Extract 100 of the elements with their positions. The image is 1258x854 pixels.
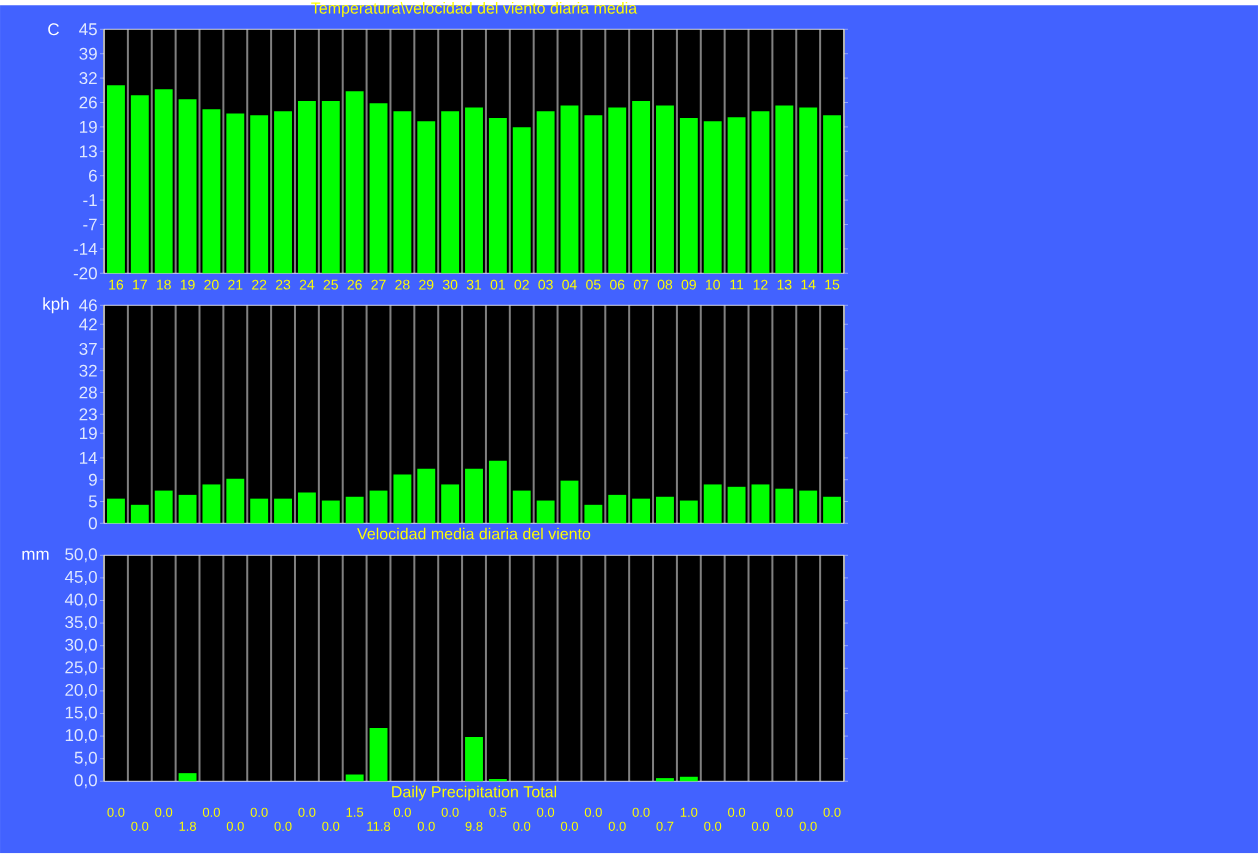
bar	[297, 101, 316, 274]
y-tick-label: 19	[79, 427, 97, 440]
y-tick-label: 9	[88, 474, 97, 487]
bar	[679, 118, 698, 274]
bar	[345, 497, 364, 524]
bar	[584, 505, 603, 524]
bar	[656, 105, 674, 274]
bar	[560, 480, 579, 524]
y-tick-label: 23	[79, 408, 97, 421]
bar	[632, 101, 651, 274]
y-tick-label: 35,0	[65, 616, 97, 631]
y-tick-label: 45,0	[64, 571, 97, 586]
bar	[250, 499, 269, 524]
bar	[107, 85, 125, 274]
y-tick-label: 50,0	[65, 548, 97, 563]
bar	[632, 499, 651, 524]
bar	[274, 499, 292, 524]
bar	[417, 469, 436, 524]
bar	[154, 89, 173, 274]
bar	[417, 121, 436, 274]
bar	[226, 479, 245, 524]
bar	[799, 490, 818, 524]
bar	[250, 115, 269, 274]
bar	[608, 107, 627, 274]
bar	[608, 495, 627, 524]
bar	[178, 99, 197, 274]
y-axis-title: C	[48, 23, 59, 36]
y-tick-label: -7	[83, 218, 97, 231]
bar	[584, 115, 603, 274]
bar	[202, 484, 221, 524]
bar	[512, 127, 531, 274]
y-tick-label: 5	[88, 495, 97, 508]
bar	[775, 489, 794, 524]
y-tick-label: 39	[79, 48, 97, 61]
bar	[512, 490, 531, 524]
bar	[321, 500, 340, 524]
bar	[823, 497, 842, 524]
y-axis-title: mm	[22, 551, 49, 561]
bar	[369, 490, 388, 524]
y-tick-label: 15,0	[65, 706, 97, 721]
bar	[178, 773, 197, 782]
bar	[488, 118, 507, 274]
y-tick-label: 42	[79, 318, 97, 331]
bar	[393, 111, 412, 274]
bar	[465, 737, 483, 782]
y-tick-label: -1	[83, 194, 97, 207]
y-tick-label: -14	[73, 243, 98, 256]
y-tick-label: 10,0	[65, 729, 97, 744]
bar	[441, 484, 460, 524]
bar	[799, 107, 818, 274]
y-tick-label: 26	[79, 96, 97, 109]
bar	[274, 111, 292, 274]
y-tick-label: 0,0	[74, 774, 97, 789]
y-tick-label: 32	[79, 72, 97, 85]
bar	[130, 95, 149, 274]
bar	[703, 484, 722, 524]
bar	[297, 492, 316, 524]
bar	[775, 105, 794, 274]
bar	[130, 505, 149, 524]
bar	[823, 115, 842, 274]
y-tick-label: 20,0	[65, 684, 97, 699]
y-tick-label: 5,0	[74, 752, 97, 767]
bar	[369, 728, 388, 782]
x-axis-title: Velocidad media diaria del viento	[357, 528, 591, 540]
y-tick-label: 40,0	[64, 593, 97, 608]
bar	[393, 474, 412, 524]
bar	[536, 500, 555, 524]
bar	[488, 461, 507, 524]
y-tick-label: 45	[79, 23, 97, 36]
bar	[536, 111, 555, 274]
y-tick-label: 13	[79, 145, 97, 158]
y-tick-label: 25,0	[65, 661, 97, 676]
bar	[441, 111, 460, 274]
y-axis-title: kph	[43, 297, 69, 314]
bar	[751, 484, 770, 524]
bar	[154, 490, 173, 524]
bar	[345, 91, 364, 274]
bar	[226, 113, 245, 274]
bar	[560, 105, 579, 274]
bar	[107, 499, 125, 524]
y-tick-label: 28	[79, 386, 97, 399]
bar	[369, 103, 388, 274]
y-tick-label: 0	[88, 517, 97, 530]
y-tick-label: 6	[89, 170, 97, 183]
y-tick-label: -20	[73, 267, 97, 280]
bar	[727, 487, 746, 524]
y-tick-label: 37	[79, 343, 97, 356]
bar	[465, 469, 483, 524]
bar	[656, 497, 674, 524]
bar	[321, 101, 340, 274]
bar	[703, 121, 722, 274]
bar	[178, 495, 197, 524]
y-tick-label: 14	[79, 452, 98, 465]
bar	[202, 109, 221, 274]
y-tick-label: 32	[79, 365, 97, 378]
x-axis-title: Daily Precipitation Total	[392, 786, 557, 801]
chart-title: Temperatura\velocidad del viento diaria media	[311, 2, 638, 18]
bar	[465, 107, 483, 274]
y-tick-label: 46	[79, 299, 97, 312]
bar	[679, 500, 698, 524]
